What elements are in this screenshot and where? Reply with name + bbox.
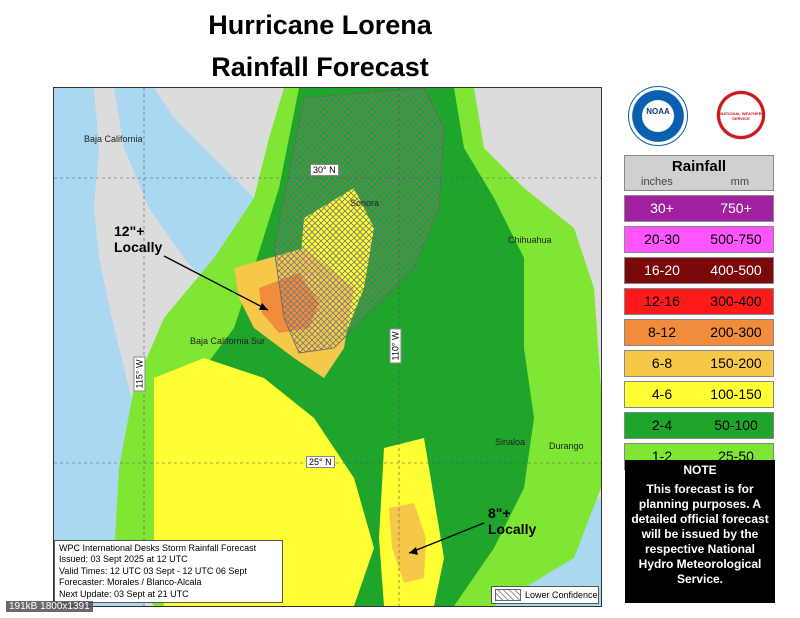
- legend-row: 16-20 400-500: [624, 257, 774, 284]
- noaa-logo: NOAA: [628, 86, 688, 146]
- legend-mm: 150-200: [710, 355, 762, 371]
- legend-mm: 400-500: [710, 262, 762, 278]
- legend-mm: 50-100: [714, 417, 758, 433]
- hatch-swatch: [495, 589, 521, 601]
- label-durango: Durango: [549, 441, 584, 451]
- gridline-label-110w: 110° W: [389, 328, 402, 364]
- gridline-label-115w: 115° W: [133, 356, 146, 392]
- legend-header: Rainfall inches mm: [624, 155, 774, 191]
- legend-row: 8-12 200-300: [624, 319, 774, 346]
- legend-inches: 30+: [650, 200, 674, 216]
- legend-inches: 20-30: [644, 231, 680, 247]
- rainfall-map: Baja California Sonora Chihuahua Baja Ca…: [53, 87, 602, 607]
- legend-row: 4-6 100-150: [624, 381, 774, 408]
- legend-mm: 500-750: [710, 231, 762, 247]
- legend-inches: 2-4: [651, 417, 673, 433]
- legend-inches: 16-20: [644, 262, 680, 278]
- legend-row: 12-16 300-400: [624, 288, 774, 315]
- note-box: NOTE This forecast is for planning purpo…: [625, 460, 775, 603]
- gridline-label-30n: 30° N: [310, 164, 339, 176]
- label-baja-california: Baja California: [84, 134, 143, 144]
- legend-inches: 6-8: [651, 355, 673, 371]
- legend-mm: 300-400: [710, 293, 762, 309]
- label-chihuahua: Chihuahua: [508, 235, 552, 245]
- legend-row: 30+ 750+: [624, 195, 774, 222]
- gridline-label-25n: 25° N: [306, 456, 335, 468]
- lower-confidence-key: Lower Confidence: [491, 586, 599, 604]
- label-sinaloa: Sinaloa: [495, 437, 526, 447]
- legend-inches: 12-16: [644, 293, 680, 309]
- title-line-2: Rainfall Forecast: [211, 52, 429, 82]
- callout-12-inch: 12"+ Locally: [114, 223, 163, 255]
- title-line-1: Hurricane Lorena: [208, 10, 432, 40]
- legend-rows: 30+ 750+ 20-30 500-750 16-20 400-500 12-16 300-…: [624, 195, 774, 470]
- legend-row: 6-8 150-200: [624, 350, 774, 377]
- legend-mm: 200-300: [710, 324, 762, 340]
- legend-row: 20-30 500-750: [624, 226, 774, 253]
- legend-inches: 4-6: [651, 386, 673, 402]
- band-6-8-south: [389, 503, 426, 583]
- label-sonora: Sonora: [350, 198, 380, 208]
- legend-mm: 100-150: [710, 386, 762, 402]
- lower-confidence-area: [273, 88, 445, 354]
- label-baja-california-sur: Baja California Sur: [190, 336, 266, 346]
- nws-logo: NATIONAL WEATHER SERVICE: [712, 86, 770, 144]
- legend-row: 2-4 50-100: [624, 412, 774, 439]
- forecast-info-box: WPC International Desks Storm Rainfall F…: [54, 540, 283, 604]
- legend-mm: 750+: [720, 200, 752, 216]
- legend-inches: 8-12: [647, 324, 677, 340]
- rainfall-legend: Rainfall inches mm 30+ 750+ 20-30 500-750 16…: [624, 155, 774, 470]
- image-size-watermark: 191kB 1800x1391: [6, 601, 93, 612]
- callout-8-inch: 8"+ Locally: [488, 505, 537, 537]
